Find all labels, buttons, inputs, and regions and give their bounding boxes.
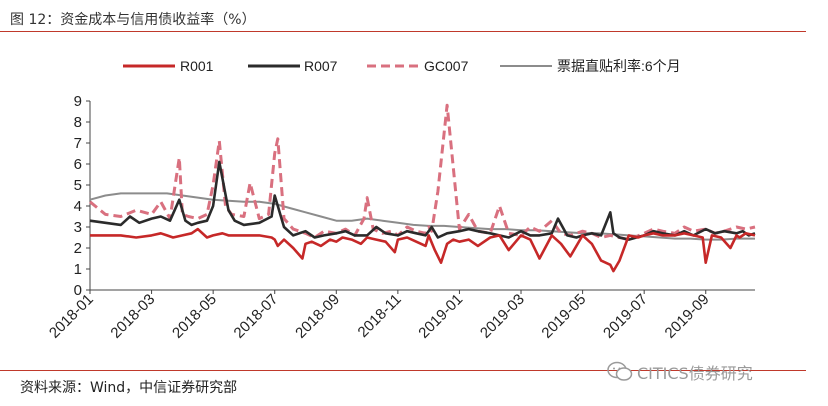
source-note: 资料来源：Wind，中信证券研究部 (20, 380, 238, 396)
x-tick-label: 2018-01 (46, 291, 97, 342)
legend-label-R007: R007 (304, 58, 338, 74)
series-line-R001 (90, 227, 756, 273)
wechat-icon (607, 361, 633, 381)
y-tick-label: 2 (74, 240, 82, 257)
title-divider (0, 31, 806, 32)
x-tick-label: 2018-03 (107, 291, 158, 342)
y-tick-label: 3 (74, 219, 82, 236)
y-tick-label: 5 (74, 177, 82, 194)
x-tick-label: 2019-03 (477, 291, 528, 342)
x-tick-label: 2018-11 (355, 291, 405, 341)
y-tick-label: 4 (74, 198, 82, 215)
y-tick-label: 7 (74, 135, 82, 152)
y-tick-label: 9 (74, 93, 82, 110)
x-tick-label: 2018-07 (231, 291, 282, 342)
x-tick-label: 2019-07 (600, 291, 651, 342)
x-tick-label: 2018-05 (169, 291, 220, 342)
series-line-R007 (89, 160, 756, 241)
x-tick-label: 2019-09 (662, 291, 713, 342)
chart-series (89, 103, 756, 273)
legend-label-R001: R001 (180, 58, 214, 74)
source-divider (0, 370, 806, 371)
watermark-text: CITICS债券研究 (637, 364, 753, 383)
legend-label-票据直贴利率:6个月: 票据直贴利率:6个月 (557, 58, 681, 74)
y-tick-label: 6 (74, 156, 82, 173)
legend-label-GC007: GC007 (424, 58, 469, 74)
y-tick-label: 1 (74, 261, 82, 278)
x-tick-label: 2019-01 (415, 291, 466, 342)
y-tick-label: 8 (74, 114, 82, 131)
figure-title: 图 12：资金成本与信用债收益率（%） (10, 12, 256, 28)
chart-legend: R001 R007 GC007 票据直贴利率:6个月 (123, 58, 681, 74)
watermark: CITICS债券研究 (607, 360, 807, 384)
y-tick-label: 0 (74, 282, 82, 299)
x-tick-label: 2019-05 (538, 291, 589, 342)
x-tick-label: 2018-09 (292, 291, 343, 342)
series-line-GC007 (89, 103, 756, 242)
